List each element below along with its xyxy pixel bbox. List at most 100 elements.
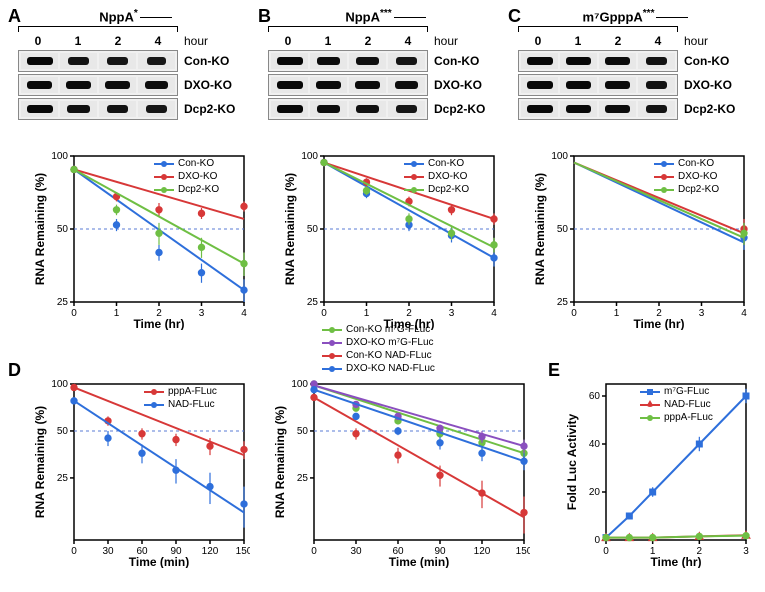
svg-text:Time (min): Time (min) <box>389 555 449 568</box>
chart-c: 255010001234Time (hr)RNA Remaining (%)Co… <box>530 150 750 330</box>
row-label: Dcp2-KO <box>434 102 485 116</box>
legend-item: DXO-KO <box>404 171 469 182</box>
svg-text:20: 20 <box>589 487 601 498</box>
row-label: Con-KO <box>184 54 229 68</box>
legend-item: NAD-FLuc <box>640 399 713 410</box>
svg-text:150: 150 <box>516 546 530 557</box>
legend: m⁷G-FLuc NAD-FLuc pppA-FLuc <box>640 386 713 425</box>
time-cell: 2 <box>598 34 638 48</box>
legend-item: Con-KO <box>404 158 469 169</box>
legend-item: pppA-FLuc <box>640 412 713 423</box>
legend-item: DXO-KO m⁷G-FLuc <box>322 337 435 348</box>
legend-item: Dcp2-KO <box>404 184 469 195</box>
svg-text:RNA Remaining (%): RNA Remaining (%) <box>273 406 287 518</box>
svg-text:3: 3 <box>199 308 205 319</box>
gel-panel-c: m⁷GpppA***0124hourCon-KODXO-KODcp2-KO <box>518 8 753 120</box>
svg-text:50: 50 <box>557 224 569 235</box>
svg-text:120: 120 <box>474 546 491 557</box>
svg-text:0: 0 <box>571 308 577 319</box>
chart-e: 02040600123Time (hr)Fold Luc Activitym⁷G… <box>562 378 752 568</box>
time-cell: 4 <box>138 34 178 48</box>
hour-label: hour <box>434 34 458 48</box>
svg-text:100: 100 <box>291 379 308 390</box>
gel-row: DXO-KO <box>518 74 753 96</box>
svg-text:Time (min): Time (min) <box>129 555 189 568</box>
svg-text:60: 60 <box>589 391 601 402</box>
row-label: DXO-KO <box>184 78 232 92</box>
row-label: DXO-KO <box>684 78 732 92</box>
svg-text:RNA Remaining (%): RNA Remaining (%) <box>33 173 47 285</box>
time-header: 0124hour <box>18 34 253 48</box>
svg-text:RNA Remaining (%): RNA Remaining (%) <box>33 406 47 518</box>
svg-text:50: 50 <box>57 224 69 235</box>
hour-label: hour <box>684 34 708 48</box>
hour-label: hour <box>184 34 208 48</box>
gel-row: Con-KO <box>18 50 253 72</box>
legend-item: m⁷G-FLuc <box>640 386 713 397</box>
svg-text:120: 120 <box>202 546 219 557</box>
row-label: Con-KO <box>684 54 729 68</box>
gel-title: NppA*** <box>268 8 503 24</box>
legend-item: Con-KO <box>654 158 719 169</box>
legend-item: DXO-KO NAD-FLuc <box>322 363 435 374</box>
svg-text:100: 100 <box>51 151 68 162</box>
legend: pppA-FLucNAD-FLuc <box>144 386 217 412</box>
row-label: Dcp2-KO <box>684 102 735 116</box>
svg-text:0: 0 <box>71 546 77 557</box>
svg-text:Time (hr): Time (hr) <box>133 317 184 330</box>
legend-item: DXO-KO <box>654 171 719 182</box>
legend-item: NAD-FLuc <box>144 399 217 410</box>
time-cell: 4 <box>388 34 428 48</box>
time-cell: 4 <box>638 34 678 48</box>
legend: Con-KO DXO-KO Dcp2-KO <box>654 158 719 197</box>
svg-text:50: 50 <box>57 426 69 437</box>
svg-text:25: 25 <box>57 297 69 308</box>
panel-label-e: E <box>548 360 560 381</box>
svg-text:50: 50 <box>307 224 319 235</box>
legend-item: Dcp2-KO <box>654 184 719 195</box>
time-cell: 0 <box>18 34 58 48</box>
svg-text:0: 0 <box>594 535 600 546</box>
time-cell: 0 <box>268 34 308 48</box>
panel-label-d: D <box>8 360 21 381</box>
svg-text:40: 40 <box>589 439 601 450</box>
time-cell: 2 <box>98 34 138 48</box>
svg-text:4: 4 <box>241 308 247 319</box>
chart-a: 255010001234Time (hr)RNA Remaining (%)Co… <box>30 150 250 330</box>
time-cell: 2 <box>348 34 388 48</box>
svg-text:100: 100 <box>51 379 68 390</box>
gel-row: DXO-KO <box>268 74 503 96</box>
svg-text:3: 3 <box>699 308 705 319</box>
svg-text:25: 25 <box>297 473 309 484</box>
svg-text:RNA Remaining (%): RNA Remaining (%) <box>283 173 297 285</box>
svg-text:50: 50 <box>297 426 309 437</box>
svg-text:150: 150 <box>236 546 250 557</box>
svg-text:0: 0 <box>603 546 609 557</box>
gel-row: Con-KO <box>268 50 503 72</box>
svg-text:100: 100 <box>551 151 568 162</box>
time-header: 0124hour <box>518 34 753 48</box>
legend-item: Con-KO m⁷G-FLuc <box>322 324 435 335</box>
chart-b: 255010001234Time (hr)RNA Remaining (%)Co… <box>280 150 500 330</box>
svg-text:100: 100 <box>301 151 318 162</box>
time-cell: 1 <box>308 34 348 48</box>
svg-text:30: 30 <box>102 546 114 557</box>
gel-panel-b: NppA*** 0124 hour Con-KO DXO-KO Dcp2-KO <box>268 8 503 120</box>
svg-text:1: 1 <box>114 308 120 319</box>
svg-text:0: 0 <box>71 308 77 319</box>
svg-text:3: 3 <box>449 308 455 319</box>
legend: Con-KODXO-KODcp2-KO <box>154 158 219 197</box>
legend-item: Con-KO NAD-FLuc <box>322 350 435 361</box>
gel-row: DXO-KO <box>18 74 253 96</box>
svg-text:3: 3 <box>743 546 749 557</box>
svg-text:Time (hr): Time (hr) <box>633 317 684 330</box>
svg-text:30: 30 <box>350 546 362 557</box>
row-label: DXO-KO <box>434 78 482 92</box>
legend-item: Con-KO <box>154 158 219 169</box>
legend-item: DXO-KO <box>154 171 219 182</box>
gel-row: Con-KO <box>518 50 753 72</box>
gel-title: NppA* <box>18 8 253 24</box>
legend: Con-KO DXO-KO Dcp2-KO <box>404 158 469 197</box>
gel-panel-a: NppA*0124hourCon-KODXO-KODcp2-KO <box>18 8 253 120</box>
svg-text:4: 4 <box>491 308 497 319</box>
